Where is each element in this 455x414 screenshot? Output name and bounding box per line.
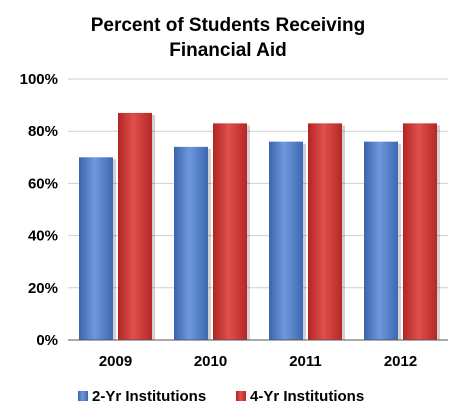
bar-4yr [403, 123, 437, 341]
y-axis-tick-labels: 0% 20% 40% 60% 80% 100% [20, 71, 58, 349]
x-tick-label: 2011 [289, 353, 322, 370]
bar-4yr [118, 112, 152, 341]
legend-label: 2-Yr Institutions [92, 388, 206, 405]
y-tick-label: 60% [28, 175, 58, 192]
bar-2yr [269, 141, 303, 340]
bar-4yr [213, 123, 247, 341]
chart-title-line-1: Percent of Students Receiving [91, 15, 366, 36]
y-tick-label: 0% [36, 332, 58, 349]
x-axis-tick-labels: 2009 2010 2011 2012 [99, 353, 417, 370]
x-tick-label: 2012 [384, 353, 417, 370]
legend-label: 4-Yr Institutions [250, 388, 364, 405]
y-tick-label: 100% [20, 71, 58, 88]
x-tick-label: 2010 [194, 353, 227, 370]
bar-2yr [79, 157, 113, 340]
bar-2yr [364, 141, 398, 340]
bar-2yr [174, 146, 208, 340]
legend-swatch [236, 391, 246, 401]
legend: 2-Yr Institutions 4-Yr Institutions [78, 388, 364, 405]
legend-swatch [78, 391, 88, 401]
bar-4yr [308, 123, 342, 341]
y-tick-label: 80% [28, 123, 58, 140]
bars [79, 112, 440, 341]
y-tick-label: 40% [28, 228, 58, 245]
x-tick-label: 2009 [99, 353, 132, 370]
chart-title-line-2: Financial Aid [169, 40, 287, 61]
y-tick-label: 20% [28, 280, 58, 297]
